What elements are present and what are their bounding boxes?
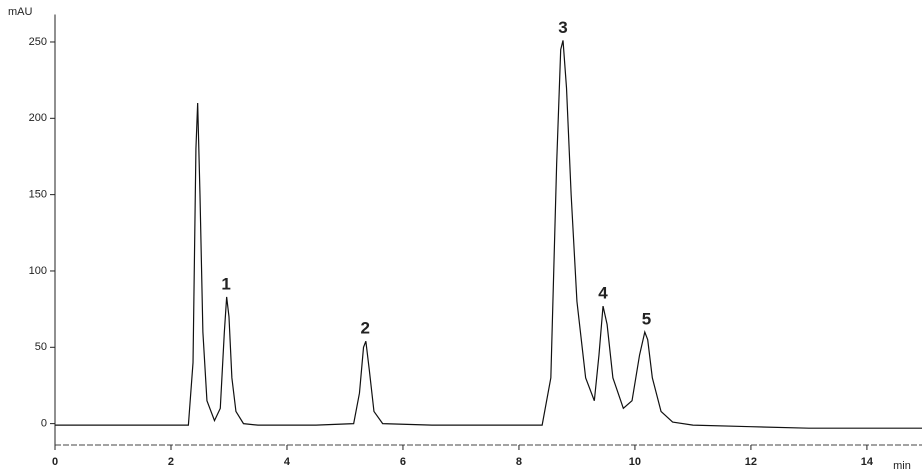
chart: mAU min 0501001502002500246810121412345: [0, 0, 922, 473]
x-tick-label: 12: [745, 456, 757, 468]
peak-label: 1: [221, 274, 230, 293]
x-tick-label: 10: [629, 456, 641, 468]
peak-label: 4: [598, 284, 608, 303]
x-tick-label: 4: [284, 456, 291, 468]
x-tick-label: 6: [400, 456, 406, 468]
x-tick-label: 14: [861, 456, 874, 468]
y-axis-label: mAU: [8, 6, 33, 18]
y-tick-label: 0: [41, 418, 47, 430]
y-tick-label: 100: [29, 265, 47, 277]
peak-label: 3: [558, 18, 567, 37]
peak-label: 5: [642, 310, 651, 329]
x-tick-label: 0: [52, 456, 58, 468]
y-tick-label: 250: [29, 36, 47, 48]
x-tick-label: 2: [168, 456, 174, 468]
y-tick-label: 50: [35, 341, 47, 353]
line: [55, 40, 922, 428]
peak-label: 2: [361, 319, 370, 338]
x-tick-label: 8: [516, 456, 522, 468]
y-tick-label: 200: [29, 112, 47, 124]
y-tick-label: 150: [29, 189, 47, 201]
x-axis-label: min: [893, 460, 911, 472]
